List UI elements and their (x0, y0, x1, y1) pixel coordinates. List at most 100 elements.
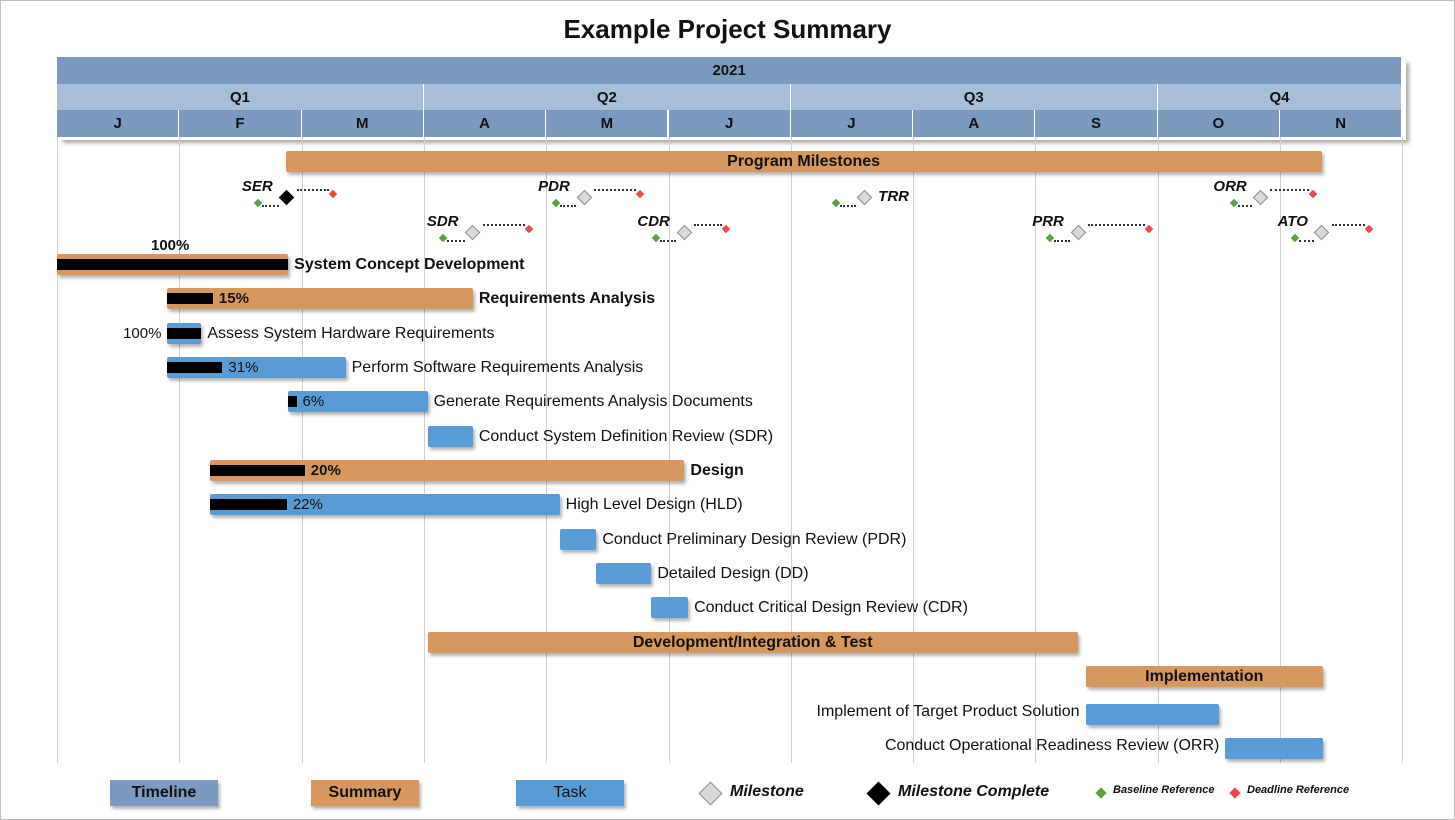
legend-milestone_complete-label: Milestone Complete (898, 783, 1050, 800)
timeline-month: J (668, 110, 791, 137)
task-name-label: Conduct System Definition Review (SDR) (478, 428, 774, 445)
task-name-label: Perform Software Requirements Analysis (351, 359, 644, 376)
legend-milestone-label: Milestone (730, 783, 804, 800)
deadline-connector (296, 189, 330, 191)
milestone-label: ATO (1277, 213, 1308, 230)
percent-complete-label: 15% (218, 290, 249, 307)
baseline-connector (1237, 205, 1253, 207)
summary-bar[interactable] (209, 460, 685, 481)
month-gridline (1402, 137, 1403, 763)
percent-complete-label: 100% (123, 325, 162, 342)
baseline-connector (261, 205, 279, 207)
deadline-connector (1331, 224, 1366, 226)
task-name-label: Assess System Hardware Requirements (207, 325, 495, 342)
task-bar[interactable] (651, 597, 689, 618)
progress-bar (57, 259, 289, 270)
timeline-month: J (790, 110, 914, 137)
task-name-label: Implement of Target Product Solution (816, 703, 1080, 720)
milestone-label: CDR (637, 213, 670, 230)
timeline-month: S (1035, 110, 1158, 137)
percent-complete-label: 31% (228, 359, 259, 376)
progress-bar (209, 465, 305, 476)
baseline-connector (1054, 240, 1071, 242)
task-bar[interactable] (596, 563, 652, 584)
percent-complete-label: 20% (310, 462, 341, 479)
legend-summary: Summary (311, 780, 419, 806)
percent-complete-label: 6% (302, 393, 325, 410)
timeline-year: 2021 (57, 57, 1403, 84)
task-name-label: Conduct Critical Design Review (CDR) (694, 599, 968, 616)
timeline-month: N (1280, 110, 1403, 137)
milestone-label: TRR (878, 188, 909, 205)
legend-task: Task (516, 780, 624, 806)
legend-deadline-label: Deadline Reference (1247, 784, 1350, 796)
summary-bar[interactable] (167, 288, 473, 309)
task-name-label: Implementation (1145, 668, 1264, 685)
timeline-month: O (1157, 110, 1280, 137)
task-name-label: Development/Integration & Test (632, 634, 873, 651)
timeline-quarter: Q1 (57, 84, 424, 110)
chart-title: Example Project Summary (563, 14, 892, 44)
summary-bar[interactable] (285, 151, 1322, 172)
task-bar[interactable] (209, 494, 560, 515)
deadline-connector (1088, 224, 1146, 226)
percent-complete-label: 22% (292, 496, 323, 513)
deadline-connector (694, 224, 722, 226)
month-gridline (913, 137, 914, 763)
milestone-label: SDR (426, 213, 459, 230)
month-gridline (669, 137, 670, 763)
month-gridline (791, 137, 792, 763)
task-bar[interactable] (559, 529, 597, 550)
deadline-connector (594, 189, 637, 191)
summary-bar[interactable] (1085, 666, 1323, 687)
task-name-label: High Level Design (HLD) (565, 496, 743, 513)
milestone-label: PDR (538, 178, 570, 195)
task-name-label: Detailed Design (DD) (657, 565, 809, 582)
task-name-label: System Concept Development (294, 256, 525, 273)
month-gridline (424, 137, 425, 763)
baseline-connector (660, 240, 677, 242)
deadline-connector (1270, 189, 1309, 191)
deadline-connector (482, 224, 526, 226)
task-bar[interactable] (427, 426, 473, 447)
summary-bar[interactable] (427, 632, 1079, 653)
baseline-connector (1298, 240, 1314, 242)
task-bar[interactable] (288, 391, 428, 412)
month-gridline (179, 137, 180, 763)
task-bar[interactable] (1085, 704, 1219, 725)
timeline-quarter: Q2 (423, 84, 791, 110)
progress-bar (167, 328, 202, 339)
baseline-connector (840, 205, 857, 207)
timeline-month: M (546, 110, 669, 137)
legend-timeline: Timeline (110, 780, 218, 806)
task-name-label: Requirements Analysis (478, 290, 656, 307)
task-bar[interactable] (1224, 738, 1323, 759)
milestone-label: ORR (1213, 178, 1247, 195)
baseline-connector (559, 205, 577, 207)
progress-bar (288, 396, 297, 407)
timeline-month: A (913, 110, 1036, 137)
task-name-label: Program Milestones (727, 153, 881, 170)
progress-bar (167, 293, 213, 304)
progress-bar (167, 362, 223, 373)
timeline-month: M (301, 110, 424, 137)
percent-complete-label: 100% (151, 237, 190, 254)
milestone-label: SER (241, 178, 273, 195)
timeline-quarter: Q4 (1157, 84, 1403, 110)
timeline-quarter: Q3 (790, 84, 1158, 110)
progress-bar (209, 499, 287, 510)
month-gridline (1280, 137, 1281, 763)
milestone-label: PRR (1032, 213, 1064, 230)
task-name-label: Conduct Preliminary Design Review (PDR) (602, 531, 907, 548)
timeline-month: F (179, 110, 302, 137)
month-gridline (546, 137, 547, 763)
month-gridline (57, 137, 58, 763)
month-gridline (1158, 137, 1159, 763)
timeline-month: J (57, 110, 180, 137)
task-name-label: Design (690, 462, 744, 479)
timeline-month: A (423, 110, 547, 137)
task-name-label: Conduct Operational Readiness Review (OR… (884, 737, 1220, 754)
month-gridline (302, 137, 303, 763)
legend-baseline-label: Baseline Reference (1113, 784, 1215, 796)
month-gridline (1035, 137, 1036, 763)
